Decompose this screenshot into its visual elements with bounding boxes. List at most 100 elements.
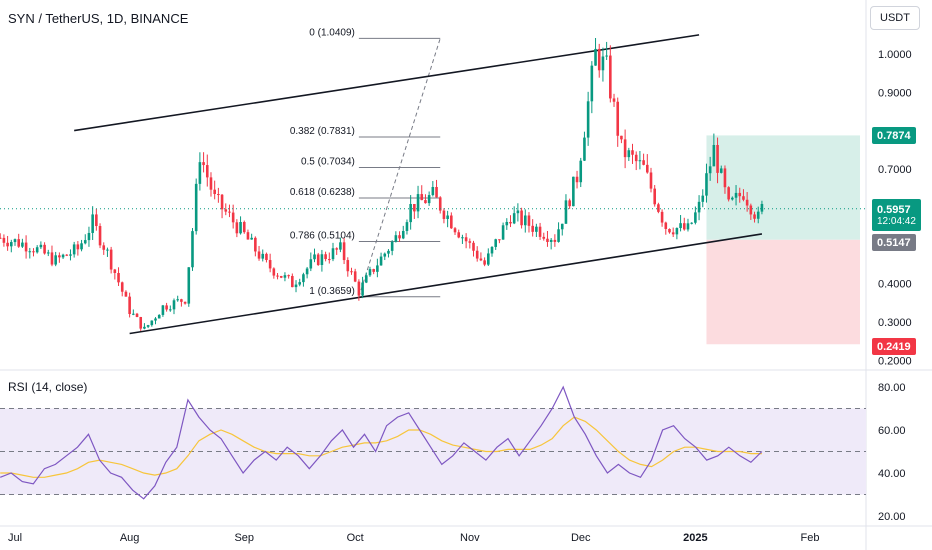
candle-body	[457, 232, 461, 238]
currency-button[interactable]: USDT	[870, 6, 920, 30]
candle-body	[61, 254, 65, 258]
rsi-ma-line	[0, 416, 762, 478]
time-tick-label: 2025	[683, 532, 707, 544]
candle-body	[450, 215, 453, 229]
candle-body	[291, 275, 294, 288]
candle-body	[10, 242, 13, 247]
candle-body	[95, 214, 98, 227]
candle-body	[586, 101, 590, 138]
candle-body	[205, 165, 209, 178]
candle-body	[516, 210, 520, 214]
candle-body	[483, 260, 486, 265]
candle-body	[742, 196, 745, 200]
profit-zone[interactable]	[706, 135, 860, 240]
candle-body	[320, 254, 324, 265]
candle-body	[161, 305, 165, 315]
candle-body	[760, 203, 764, 212]
candle-body	[113, 269, 117, 274]
candle-body	[87, 232, 91, 241]
candle-body	[272, 268, 276, 276]
candle-body	[583, 137, 586, 161]
candle-body	[106, 249, 109, 251]
candle-body	[309, 259, 313, 269]
candle-body	[250, 237, 253, 240]
candle-body	[313, 254, 316, 260]
time-tick-label: Nov	[460, 532, 480, 544]
candle-body	[575, 176, 579, 183]
candle-body	[2, 237, 6, 243]
candle-body	[213, 189, 216, 195]
candle-body	[224, 209, 228, 212]
candle-body	[239, 222, 242, 234]
candle-body	[191, 231, 194, 268]
candle-body	[54, 255, 57, 265]
loss-zone[interactable]	[706, 239, 860, 345]
candle-body	[172, 300, 176, 310]
candle-body	[616, 101, 620, 136]
candle-body	[653, 188, 656, 205]
candle-body	[176, 299, 179, 301]
candle-body	[438, 197, 442, 211]
candle-body	[150, 320, 154, 326]
candle-body	[401, 230, 405, 239]
candle-body	[435, 186, 438, 198]
candle-body	[316, 254, 320, 265]
candle-body	[479, 258, 483, 261]
fib-trend-line	[358, 38, 441, 297]
candle-body	[124, 291, 128, 297]
candle-body	[350, 271, 353, 273]
candle-body	[390, 241, 394, 251]
candle-body	[361, 282, 364, 296]
candle-body	[620, 135, 623, 140]
candle-body	[731, 197, 734, 200]
candle-body	[453, 228, 457, 233]
candle-body	[183, 301, 187, 304]
candle-body	[109, 249, 113, 270]
price-tick-label: 0.3000	[878, 317, 912, 329]
candle-body	[187, 267, 191, 304]
candle-body	[686, 223, 690, 230]
time-axis[interactable]: Jul Aug Sep Oct Nov Dec 2025 Feb	[8, 532, 820, 544]
candle-body	[383, 253, 387, 257]
candle-body	[675, 228, 679, 235]
candle-body	[139, 316, 143, 329]
candle-body	[431, 186, 435, 196]
candle-body	[494, 239, 497, 247]
candle-body	[719, 168, 723, 173]
candle-body	[128, 296, 131, 315]
countdown: 12:04:42	[877, 215, 916, 227]
candle-body	[398, 235, 401, 239]
candle-body	[298, 282, 302, 285]
rsi-tick-label: 80.00	[878, 382, 906, 394]
candle-body	[623, 139, 627, 158]
price-tick-label: 0.4000	[878, 279, 912, 291]
candle-body	[549, 239, 553, 242]
fib-level-label: 0.382 (0.7831)	[290, 126, 355, 137]
candle-body	[527, 215, 531, 226]
fib-retracement[interactable]: 0 (1.0409) 0.382 (0.7831) 0.5 (0.7034) 0.61…	[290, 27, 441, 298]
candle-body	[268, 260, 272, 269]
candle-body	[597, 48, 601, 71]
candle-body	[17, 239, 20, 247]
candle-body	[671, 232, 675, 235]
candle-body	[202, 162, 205, 166]
candle-body	[28, 251, 32, 253]
candle-body	[697, 201, 701, 213]
candle-body	[523, 215, 527, 226]
candle-body	[98, 226, 102, 246]
trend-channel[interactable]	[74, 34, 763, 335]
candle-body	[631, 150, 634, 155]
time-tick-label: Jul	[8, 532, 22, 544]
candle-body	[0, 237, 2, 239]
candle-body	[357, 281, 361, 296]
candle-body	[520, 210, 523, 226]
candle-body	[387, 250, 390, 254]
rsi-title: RSI (14, close)	[8, 380, 88, 394]
candle-body	[416, 194, 420, 212]
candle-body	[468, 241, 472, 243]
current-price: 0.5957	[877, 203, 911, 216]
candle-body	[69, 254, 72, 256]
candle-body	[553, 239, 557, 242]
candle-body	[24, 242, 28, 252]
